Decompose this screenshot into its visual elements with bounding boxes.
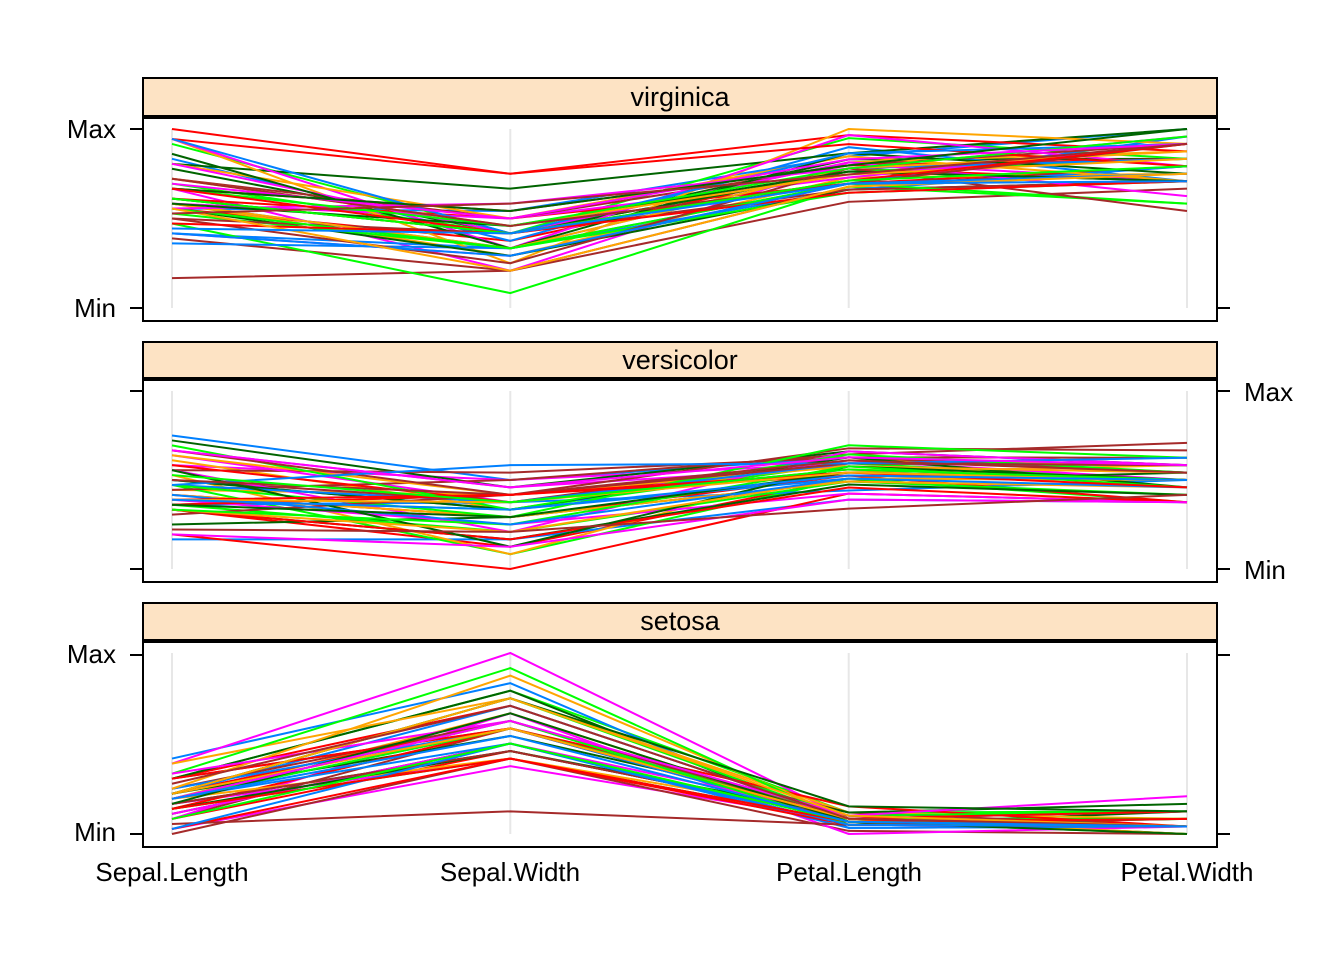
y-tick-min-right <box>1218 307 1230 309</box>
y-tick-min-left <box>130 307 142 309</box>
strip-virginica: virginica <box>142 77 1218 117</box>
y-tick-max-right <box>1218 128 1230 130</box>
y-label-max: Max <box>1244 377 1294 407</box>
x-label-petal-length: Petal.Length <box>775 857 922 887</box>
strip-label: virginica <box>630 81 730 112</box>
x-label-petal-width: Petal.Width <box>1120 857 1254 887</box>
y-label-max: Max <box>66 639 116 669</box>
strip-setosa: setosa <box>142 602 1218 641</box>
strip-label: setosa <box>640 606 720 636</box>
panel-setosa <box>130 641 1230 848</box>
y-tick-max-left <box>130 128 142 130</box>
strip-versicolor: versicolor <box>142 341 1218 379</box>
y-tick-max-left <box>130 654 142 656</box>
y-tick-max-right <box>1218 390 1230 392</box>
y-tick-min-left <box>130 833 142 835</box>
x-label-sepal-width: Sepal.Width <box>439 857 581 887</box>
panel-versicolor <box>130 379 1230 583</box>
x-label-sepal-length: Sepal.Length <box>95 857 249 887</box>
y-label-min: Min <box>74 293 116 323</box>
y-tick-max-left <box>130 390 142 392</box>
y-tick-max-right <box>1218 654 1230 656</box>
panel-lines-2 <box>171 651 1188 836</box>
y-tick-min-right <box>1218 833 1230 835</box>
y-label-min: Min <box>74 817 116 847</box>
strip-label: versicolor <box>622 344 738 375</box>
panel-virginica <box>130 117 1230 322</box>
panel-lines-1 <box>171 391 1188 571</box>
panel-lines-0 <box>171 127 1188 308</box>
y-tick-min-right <box>1218 568 1230 570</box>
y-tick-min-left <box>130 568 142 570</box>
y-label-min: Min <box>1244 555 1286 585</box>
y-label-max: Max <box>66 114 116 144</box>
